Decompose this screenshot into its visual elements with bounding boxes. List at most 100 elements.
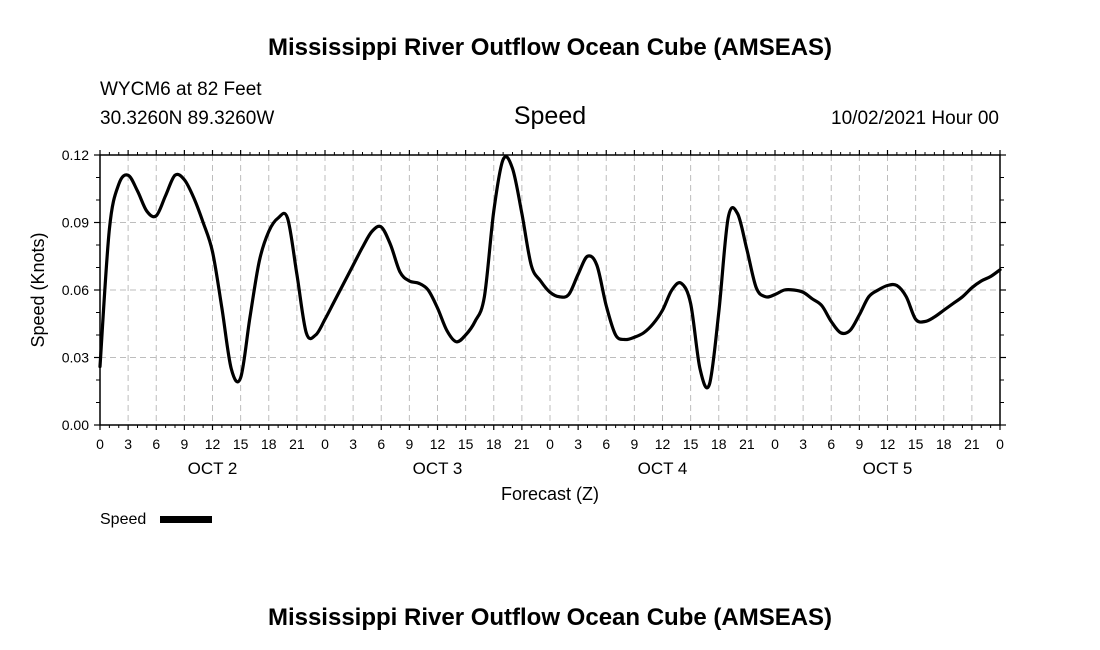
data-point [961, 295, 964, 298]
data-point [220, 306, 224, 310]
data-point [183, 178, 186, 181]
data-point [998, 268, 1002, 271]
x-tick-label: 0 [771, 436, 779, 452]
x-tick-label: 9 [405, 436, 413, 452]
data-point [370, 230, 374, 233]
day-label: OCT 5 [863, 459, 913, 478]
data-point [783, 288, 786, 292]
data-point [98, 365, 102, 368]
data-point [201, 221, 205, 224]
data-point [426, 288, 430, 292]
data-point [464, 333, 467, 337]
footer-title: Mississippi River Outflow Ocean Cube (AM… [268, 604, 832, 631]
data-point [295, 273, 299, 276]
forecast-datetime-label: 10/02/2021 Hour 00 [831, 108, 999, 129]
data-point [408, 279, 411, 283]
data-point [389, 243, 392, 247]
data-point [717, 311, 720, 314]
x-tick-label: 15 [683, 436, 699, 452]
data-point [923, 320, 927, 323]
data-point [595, 264, 599, 267]
data-point [623, 338, 627, 341]
data-point [108, 228, 111, 231]
data-point [248, 315, 252, 319]
data-point [192, 196, 195, 199]
data-point [501, 158, 505, 161]
data-point [164, 194, 167, 197]
x-tick-label: 12 [205, 436, 221, 452]
day-label: OCT 4 [638, 459, 688, 478]
data-point [436, 306, 439, 310]
x-tick-label: 18 [936, 436, 952, 452]
data-point [126, 174, 130, 177]
x-tick-label: 6 [152, 436, 160, 452]
data-point [333, 300, 336, 303]
data-point [886, 284, 889, 287]
data-point [445, 329, 449, 332]
x-tick-label: 15 [908, 436, 924, 452]
data-point [773, 293, 777, 296]
data-point [492, 210, 495, 213]
data-point [764, 295, 767, 298]
x-tick-label: 6 [827, 436, 835, 452]
data-point [398, 270, 402, 274]
data-point [136, 189, 139, 193]
data-point [951, 302, 955, 305]
day-label: OCT 3 [413, 459, 463, 478]
x-tick-label: 15 [458, 436, 474, 452]
station-label: WYCM6 at 82 Feet [100, 79, 262, 100]
data-point [239, 376, 242, 379]
x-tick-label: 0 [96, 436, 104, 452]
data-point [726, 216, 730, 220]
x-tick-label: 3 [349, 436, 357, 452]
data-point [361, 246, 364, 249]
data-point [605, 304, 608, 307]
x-tick-label: 12 [430, 436, 446, 452]
gridlines [100, 155, 1000, 425]
data-point [558, 295, 561, 298]
data-point [473, 320, 477, 323]
data-point [651, 322, 655, 325]
x-tick-label: 21 [289, 436, 305, 452]
data-point [286, 216, 289, 220]
x-axis-label: Forecast (Z) [501, 484, 599, 504]
plot-frame [99, 154, 1001, 426]
data-point [211, 250, 214, 253]
x-tick-label: 6 [602, 436, 610, 452]
data-point [633, 336, 636, 339]
data-point [745, 248, 749, 251]
data-point [539, 279, 542, 283]
data-point [276, 216, 280, 220]
x-tick-label: 0 [546, 436, 554, 452]
data-point [642, 331, 645, 334]
x-tick-label: 15 [233, 436, 249, 452]
y-tick-label: 0.03 [62, 350, 89, 366]
y-axis-label: Speed (Knots) [28, 232, 48, 347]
data-point [830, 320, 833, 323]
data-point [576, 273, 580, 276]
data-point [145, 210, 149, 213]
data-point [942, 309, 945, 312]
y-tick-label: 0.12 [62, 147, 89, 163]
data-point [914, 318, 917, 321]
data-point [895, 284, 899, 287]
x-tick-label: 21 [739, 436, 755, 452]
series-line-speed [98, 155, 1002, 390]
x-tick-labels: 0 3 6 9 12 15 18 21 0 3 6 9 12 15 18 21 0 3 6 9 12 15 18 21 0 3 6 9… [96, 436, 1004, 452]
data-point [117, 183, 120, 186]
data-point [867, 295, 870, 298]
data-point [698, 367, 702, 370]
x-tick-label: 9 [180, 436, 188, 452]
data-point [792, 288, 795, 292]
day-label: OCT 2 [188, 459, 238, 478]
x-tick-label: 9 [630, 436, 638, 452]
data-point [670, 288, 674, 292]
data-point [848, 329, 852, 332]
data-point [708, 383, 711, 386]
data-point [173, 174, 177, 177]
x-tick-label: 18 [486, 436, 502, 452]
data-point [905, 295, 908, 298]
chart-subtitle: Speed [514, 102, 586, 130]
data-point [989, 275, 992, 278]
x-tick-label: 18 [711, 436, 727, 452]
